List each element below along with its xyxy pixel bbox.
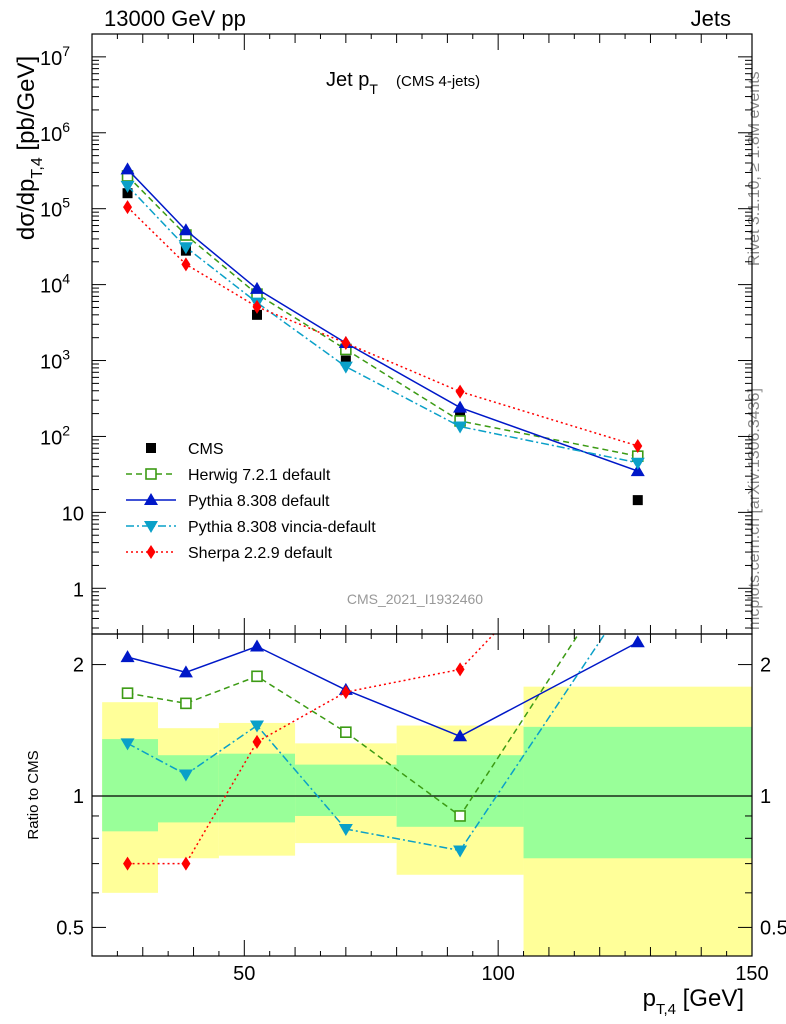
main-series-pythia-8-308-vincia-default-point-1 (178, 242, 193, 255)
main-series-sherpa-2-2-9-default-point-4 (455, 384, 465, 399)
main-series-sherpa-2-2-9-default-point-0 (123, 200, 133, 215)
main-ytick-1000: 103 (40, 347, 70, 374)
main-ytick-10: 10 (62, 503, 84, 525)
legend-marker-herwig-7-2-1-default (145, 468, 157, 480)
ratio-series-sherpa-2-2-9-default-point-0 (123, 856, 133, 871)
ratio-series-pythia-8-308-default-point-0 (120, 650, 135, 663)
main-series-sherpa-2-2-9-default-point-1 (181, 257, 191, 272)
legend-label-pythia-8-308-vincia-default: Pythia 8.308 vincia-default (188, 519, 376, 536)
main-series-sherpa-2-2-9-default-point-2 (252, 299, 262, 314)
main-ytick-1: 1 (73, 579, 84, 601)
ratio-series-herwig-7-2-1-default-point-3 (340, 726, 352, 738)
main-series-pythia-8-308-vincia-default-point-0 (120, 180, 135, 193)
ratio-series-pythia-8-308-default-line (127, 641, 639, 738)
main-series-pythia-8-308-vincia-default-point-3 (338, 361, 353, 374)
chart-title: Jet pT (326, 69, 378, 97)
ratio-series-herwig-7-2-1-default-point-1 (180, 697, 192, 710)
ratio-ytick-left-2: 2 (73, 655, 84, 677)
ratio-series-sherpa-2-2-9-default-point-2 (252, 734, 262, 749)
ratio-series-pythia-8-308-vincia-default-point-2 (250, 720, 264, 733)
ratio-series-layer (120, 634, 645, 871)
band-green-5 (523, 726, 752, 859)
main-series-pythia-8-308-default-point-1 (178, 223, 193, 236)
ratio-ytick-right-0.5: 0.5 (760, 917, 786, 939)
band-green-3 (295, 764, 397, 816)
legend-label-herwig-7-2-1-default: Herwig 7.2.1 default (188, 467, 331, 484)
ratio-series-pythia-8-308-vincia-default-point-0 (120, 738, 135, 751)
ratio-series-sherpa-2-2-9-default-point-4 (455, 662, 465, 677)
main-series-cms-point-5 (632, 495, 643, 506)
ratio-ytick-right-2: 2 (760, 655, 771, 677)
main-series-pythia-8-308-vincia-default-line (126, 185, 638, 464)
main-ytick-1000000: 106 (40, 119, 70, 146)
ratio-series-sherpa-2-2-9-default-point-1 (181, 856, 191, 871)
legend-marker-sherpa-2-2-9-default (146, 545, 156, 559)
analysis-id: CMS_2021_I1932460 (347, 591, 483, 607)
ratio-series-sherpa-2-2-9-default-line (127, 634, 495, 865)
legend-marker-pythia-8-308-default (144, 493, 158, 505)
ratio-series-pythia-8-308-vincia-default-point-3 (338, 824, 353, 837)
ratio-series-herwig-7-2-1-default-point-4 (454, 810, 466, 822)
xtick-50: 50 (233, 963, 255, 985)
main-series-pythia-8-308-default-point-0 (120, 162, 135, 175)
main-series-cms-point-2 (252, 309, 262, 320)
main-series-sherpa-2-2-9-default-line (127, 206, 638, 447)
main-ytick-10000: 104 (40, 271, 70, 298)
main-series-pythia-8-308-default-point-4 (453, 400, 468, 413)
main-frame (91, 33, 753, 635)
main-ytick-10000000: 107 (40, 43, 70, 70)
main-series-layer (120, 162, 645, 506)
main-series-cms-point-0 (122, 188, 133, 199)
legend-label-sherpa-2-2-9-default: Sherpa 2.2.9 default (188, 545, 333, 562)
main-series-pythia-8-308-vincia-default-point-4 (453, 421, 468, 434)
ratio-ytick-left-1: 1 (73, 786, 84, 808)
legend-marker-pythia-8-308-vincia-default (144, 521, 158, 533)
ratio-ytick-left-0.5: 0.5 (56, 917, 84, 939)
header-right: Jets (690, 6, 731, 31)
main-series-herwig-7-2-1-default-line (127, 175, 638, 457)
band-green-2 (218, 753, 296, 823)
ratio-series-herwig-7-2-1-default-point-2 (251, 670, 263, 683)
ratio-ytick-right-1: 1 (760, 786, 771, 808)
main-ytick-100: 102 (40, 422, 70, 449)
ratio-series-pythia-8-308-vincia-default-point-4 (453, 845, 468, 858)
ratio-series-pythia-8-308-vincia-default-line (127, 634, 606, 852)
band-green-0 (102, 739, 158, 832)
main-series-pythia-8-308-vincia-default-point-5 (630, 457, 645, 470)
main-ylabel: dσ/dpT,4 [pb/GeV] (13, 56, 46, 240)
band-green-1 (158, 755, 219, 823)
ratio-uncertainty-bands (102, 686, 752, 956)
ratio-series-pythia-8-308-default-point-2 (250, 639, 264, 652)
main-series-pythia-8-308-default-line (126, 168, 639, 472)
xtick-150: 150 (735, 963, 768, 985)
main-series-pythia-8-308-default-point-2 (250, 281, 264, 294)
ratio-ylabel: Ratio to CMS (25, 750, 42, 839)
main-ytick-100000: 105 (40, 195, 70, 222)
main-series-cms-point-3 (340, 355, 351, 366)
x-axis-label: pT,4 [GeV] (643, 985, 744, 1018)
main-series-pythia-8-308-default-point-5 (630, 464, 645, 477)
ratio-series-sherpa-2-2-9-default-point-3 (341, 685, 351, 700)
legend-marker-cms (146, 443, 156, 453)
header-left: 13000 GeV pp (104, 6, 246, 31)
main-series-sherpa-2-2-9-default-point-5 (633, 438, 643, 453)
ratio-series-herwig-7-2-1-default-point-0 (121, 687, 134, 699)
axes-layer: 1 10 102 103 104 105 106 107 0.5 0.5 1 1 2 2 50 100 150 (40, 33, 786, 985)
main-series-sherpa-2-2-9-default-point-3 (341, 336, 351, 351)
xtick-100: 100 (481, 963, 514, 985)
chart-title-note: (CMS 4-jets) (396, 73, 480, 90)
legend: CMS Herwig 7.2.1 default Pythia 8.308 defa… (126, 441, 376, 562)
ratio-series-pythia-8-308-vincia-default-point-1 (178, 769, 193, 782)
labels-layer: Jet pT (CMS 4-jets) CMS_2021_I1932460 dσ/d… (13, 56, 744, 1018)
legend-label-pythia-8-308-default: Pythia 8.308 default (188, 493, 330, 510)
ratio-series-pythia-8-308-default-point-1 (178, 665, 193, 678)
ratio-series-pythia-8-308-default-point-5 (630, 635, 645, 648)
ratio-series-pythia-8-308-default-point-4 (453, 729, 468, 742)
legend-label-cms: CMS (188, 441, 224, 458)
